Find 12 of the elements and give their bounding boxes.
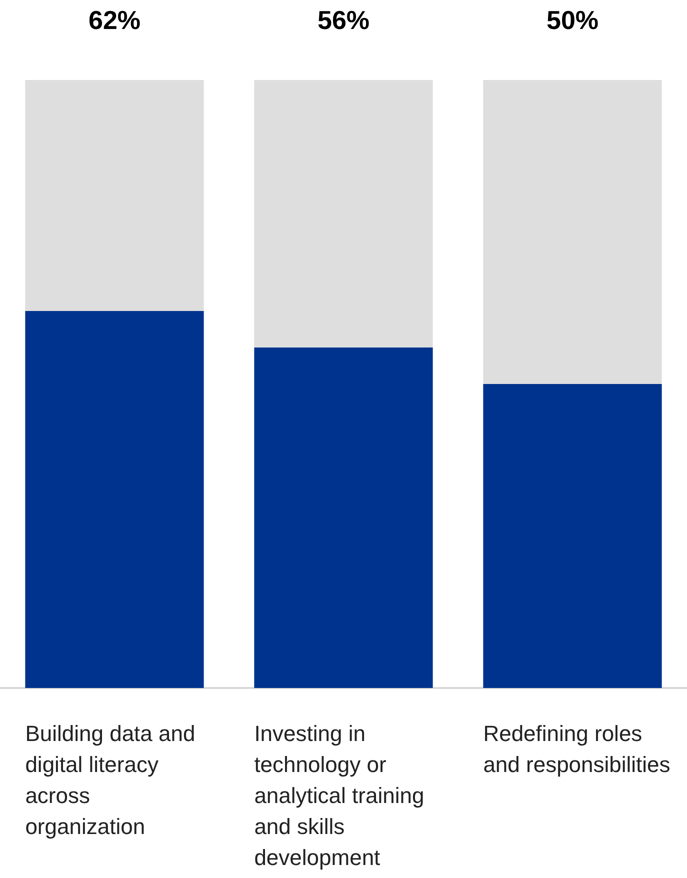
data-label: 62%	[88, 5, 141, 36]
bar	[254, 80, 433, 348]
x-tick-label: Building data and digital literacy across organization	[25, 721, 196, 840]
data-label: 56%	[317, 5, 370, 36]
bar	[254, 348, 433, 688]
data-label: 50%	[546, 5, 599, 36]
bar	[25, 80, 204, 312]
bar	[25, 311, 204, 688]
bar	[483, 80, 662, 384]
x-tick-label: Investing in technology or analytical training and skills development	[254, 721, 424, 870]
x-tick-label: Redefining roles and responsibilities	[483, 721, 670, 778]
bar	[483, 384, 662, 688]
